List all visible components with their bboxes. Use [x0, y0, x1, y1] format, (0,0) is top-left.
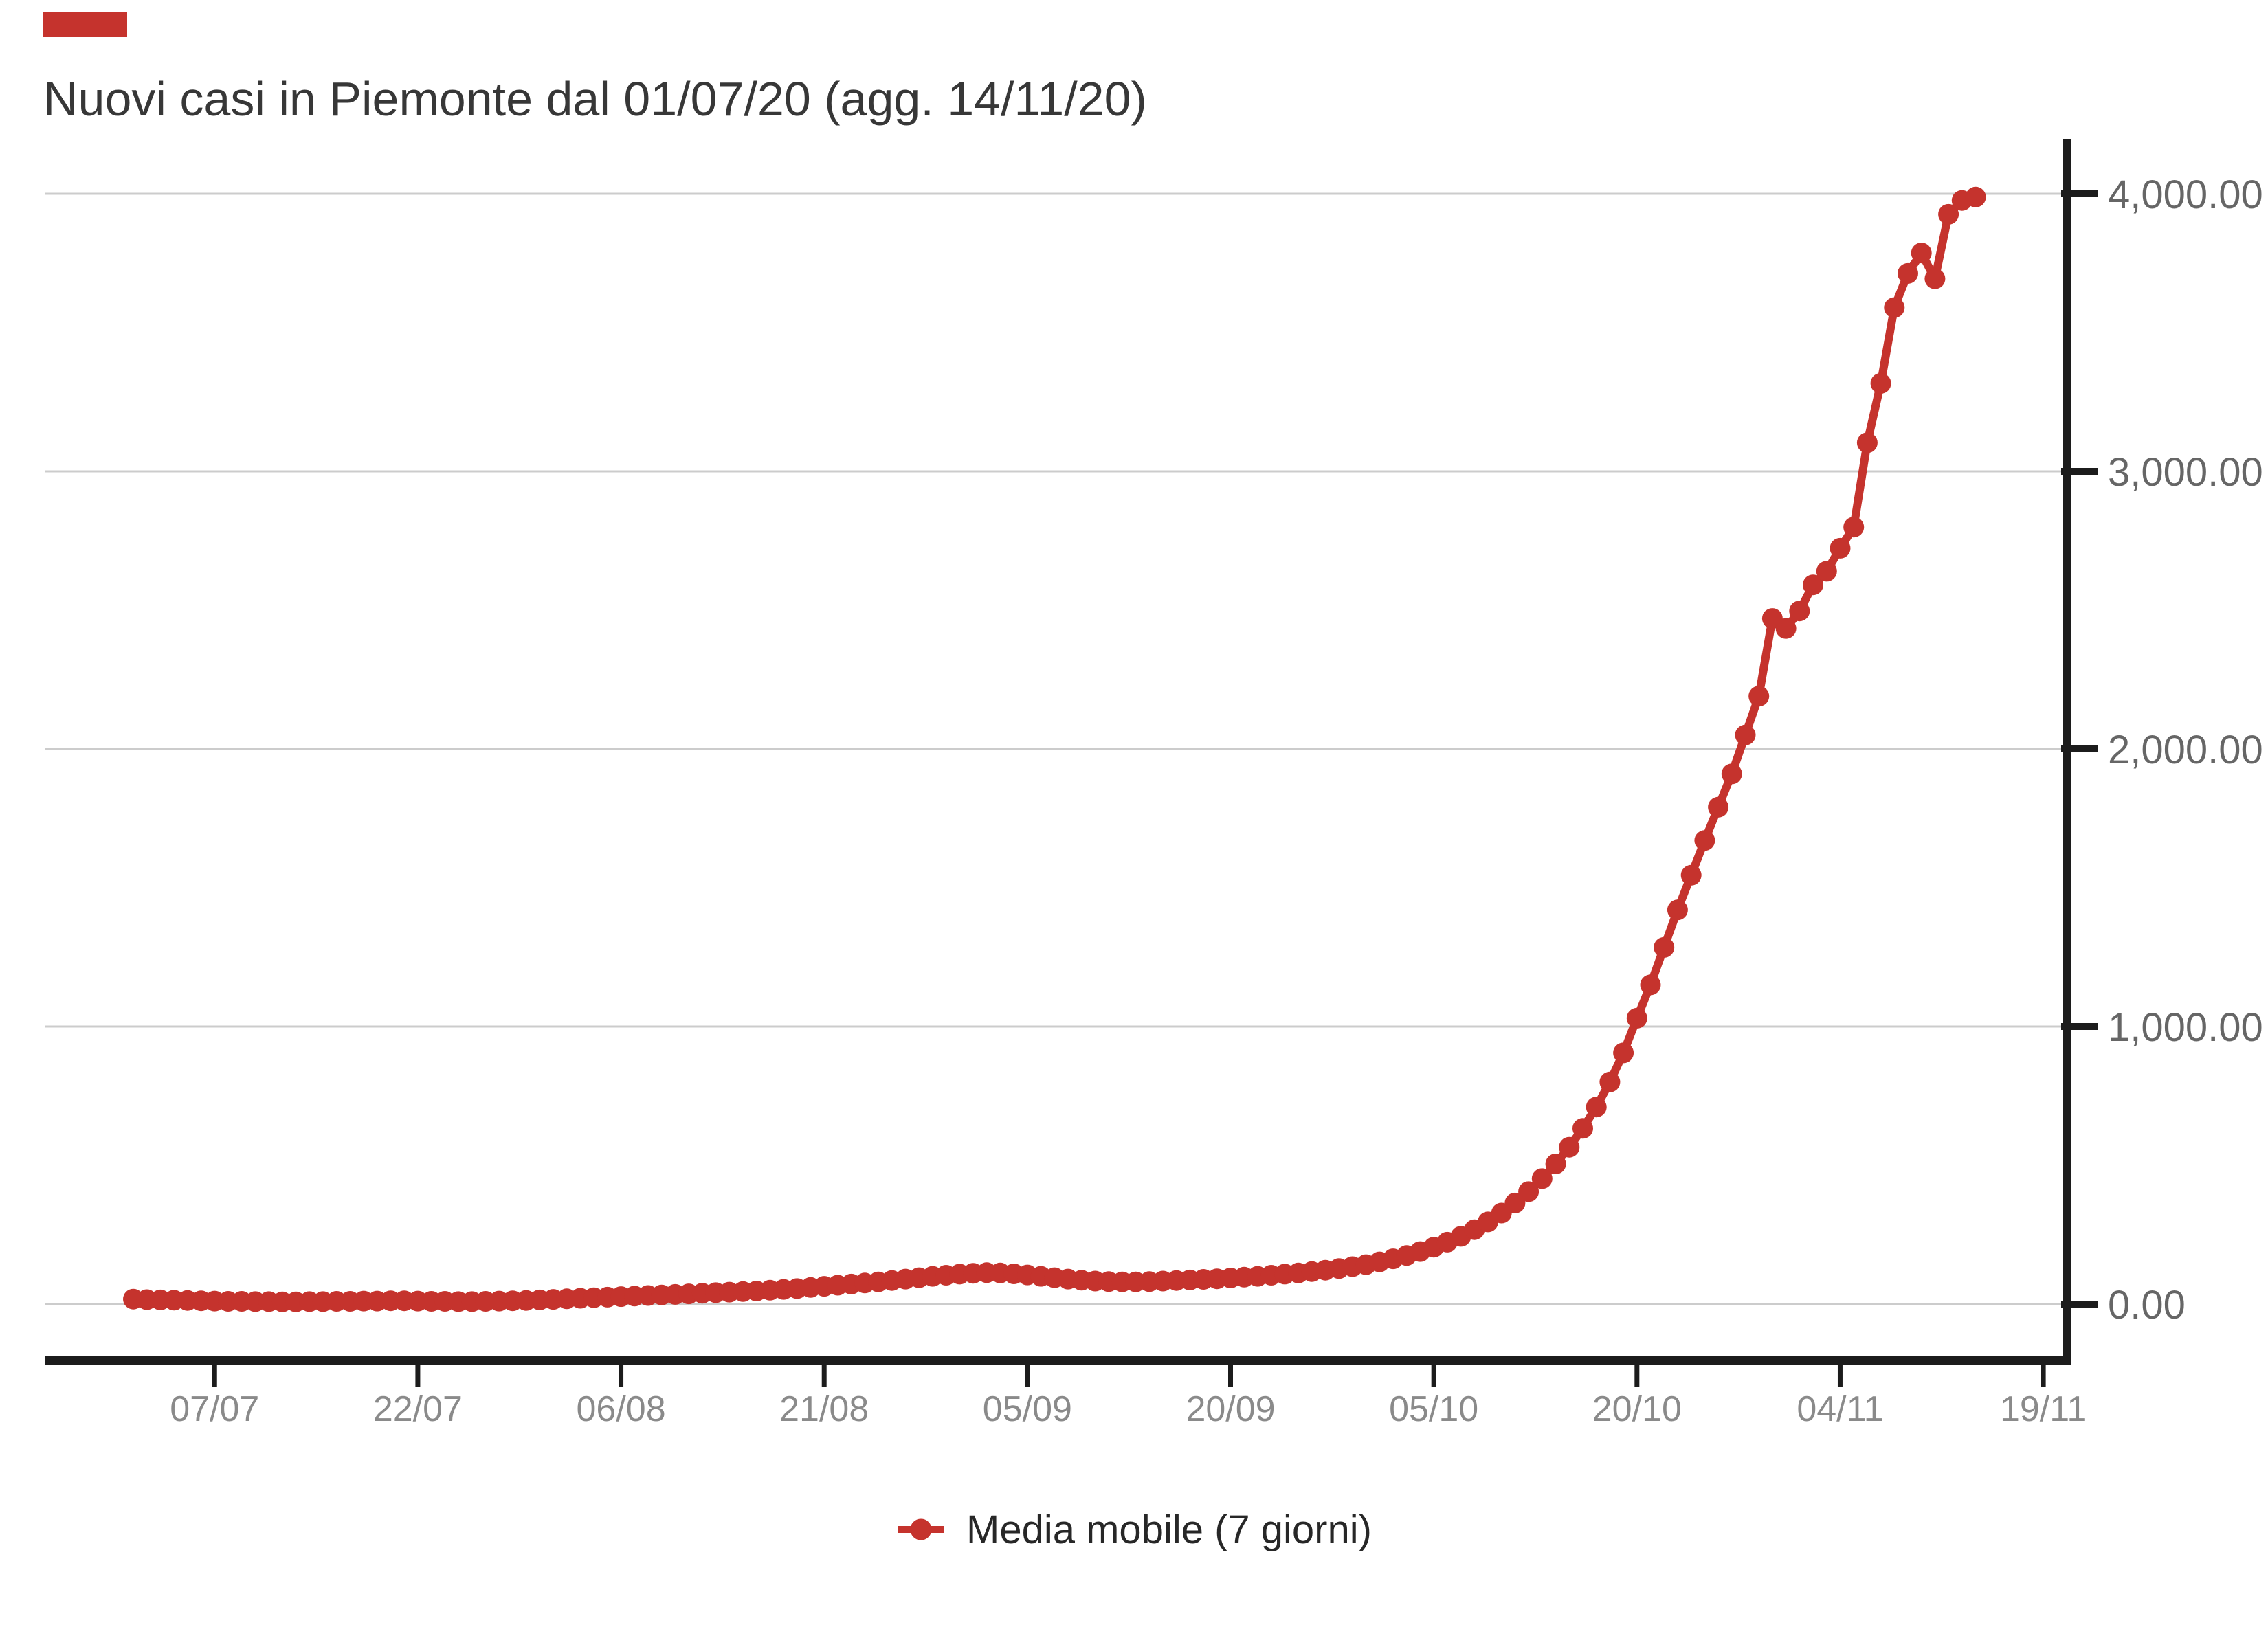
legend-dot-icon [910, 1518, 932, 1540]
data-point[interactable] [1680, 864, 1702, 886]
data-point[interactable] [1626, 1007, 1647, 1029]
data-point[interactable] [1640, 974, 1661, 996]
data-point[interactable] [1748, 686, 1770, 707]
data-point[interactable] [1843, 517, 1865, 538]
data-point[interactable] [1938, 203, 1959, 225]
data-point[interactable] [1789, 601, 1810, 622]
y-tick-label: 4,000.00 [2108, 172, 2263, 217]
data-point[interactable] [1518, 1181, 1539, 1202]
data-point[interactable] [1694, 830, 1715, 851]
data-point[interactable] [1884, 297, 1905, 318]
data-point[interactable] [1708, 796, 1729, 818]
x-tick-label: 20/09 [1186, 1389, 1275, 1429]
y-tick-label: 0.00 [2108, 1283, 2186, 1327]
x-tick-label: 05/09 [983, 1389, 1072, 1429]
data-point[interactable] [1721, 763, 1742, 785]
y-tick-label: 3,000.00 [2108, 450, 2263, 495]
data-point[interactable] [1545, 1154, 1566, 1174]
x-tick-label: 06/08 [576, 1389, 665, 1429]
y-tick-label: 1,000.00 [2108, 1005, 2263, 1050]
chart-title: Nuovi casi in Piemonte dal 01/07/20 (agg… [43, 72, 1147, 126]
data-point[interactable] [1559, 1136, 1580, 1158]
data-point[interactable] [1504, 1192, 1526, 1213]
legend-label: Media mobile (7 giorni) [966, 1507, 1372, 1552]
data-point[interactable] [1654, 936, 1675, 958]
data-point[interactable] [1924, 268, 1946, 289]
data-point[interactable] [1830, 537, 1851, 559]
data-point[interactable] [1735, 724, 1756, 745]
data-point[interactable] [1803, 574, 1823, 596]
data-point[interactable] [1856, 432, 1878, 453]
x-tick-label: 05/10 [1389, 1389, 1478, 1429]
data-point[interactable] [1911, 243, 1932, 264]
data-point[interactable] [1898, 262, 1918, 284]
x-tick-label: 07/07 [170, 1389, 259, 1429]
data-point[interactable] [1775, 618, 1797, 639]
data-point[interactable] [1613, 1042, 1634, 1064]
x-tick-label: 19/11 [2000, 1389, 2087, 1429]
data-point[interactable] [1572, 1118, 1593, 1139]
data-point[interactable] [1531, 1168, 1553, 1189]
data-point[interactable] [1667, 899, 1688, 921]
x-tick-label: 04/11 [1797, 1389, 1883, 1429]
y-tick-label: 2,000.00 [2108, 728, 2263, 772]
data-point[interactable] [1586, 1097, 1607, 1118]
legend[interactable]: Media mobile (7 giorni) [0, 1502, 2268, 1557]
legend-series-marker-icon [898, 1518, 945, 1540]
x-tick-label: 22/07 [373, 1389, 463, 1429]
red-badge [43, 12, 127, 37]
data-point[interactable] [1965, 186, 1986, 207]
data-point[interactable] [1816, 561, 1837, 582]
data-point[interactable] [1870, 372, 1891, 394]
data-point[interactable] [1599, 1071, 1621, 1092]
x-tick-label: 21/08 [779, 1389, 869, 1429]
x-tick-label: 20/10 [1592, 1389, 1682, 1429]
